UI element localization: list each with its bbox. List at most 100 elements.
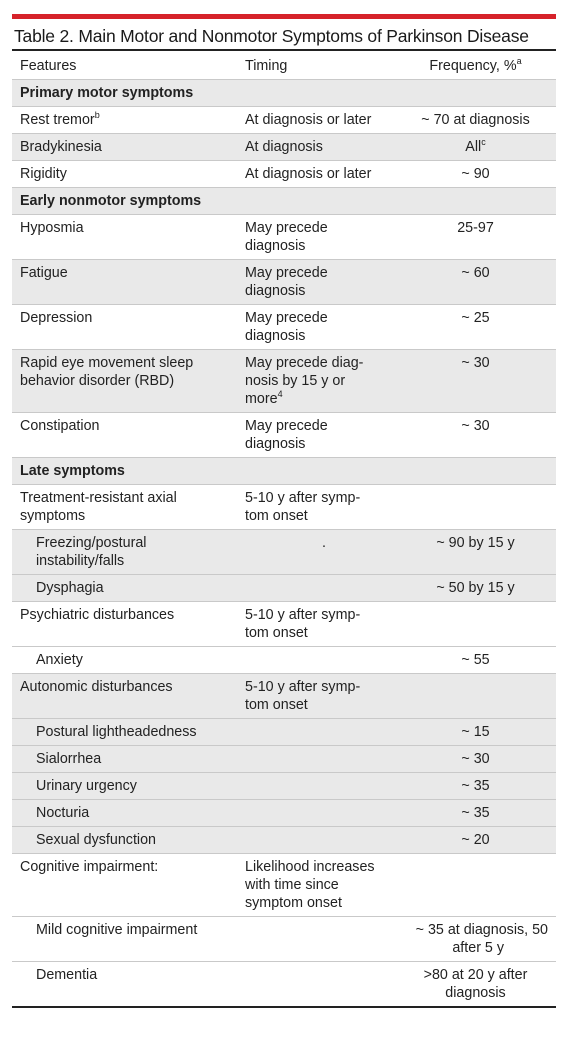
table-row: Rest tremorb At diagnosis or later ~ 70 … bbox=[12, 107, 556, 134]
frequency-cell: ~ 90 bbox=[461, 166, 490, 182]
frequency-cell bbox=[403, 606, 548, 642]
timing-cell: May precede diagnosis bbox=[245, 265, 328, 299]
timing-cell: 5-10 y after symp-tom onset bbox=[245, 607, 361, 641]
table-row: Cognitive impairment: Likelihood increas… bbox=[12, 854, 556, 917]
feature-cell: Rapid eye movement sleep behavior disorde… bbox=[20, 355, 194, 389]
timing-cell bbox=[245, 777, 403, 795]
feature-cell: Dysphagia bbox=[36, 580, 104, 596]
timing-cell: 5-10 y after symp-tom onset bbox=[245, 679, 361, 713]
table-row: Sexual dysfunction ~ 20 bbox=[12, 827, 556, 854]
table-row: Postural lightheadedness ~ 15 bbox=[12, 719, 556, 746]
frequency-cell: >80 at 20 y after diagnosis bbox=[423, 967, 528, 1001]
feature-cell: Sialorrhea bbox=[36, 751, 102, 767]
table-row: Fatigue May precede diagnosis ~ 60 bbox=[12, 260, 556, 305]
feature-cell: Constipation bbox=[20, 418, 100, 434]
table-row: Hyposmia May precede diagnosis 25-97 bbox=[12, 215, 556, 260]
timing-cell bbox=[245, 723, 403, 741]
feature-cell: Rigidity bbox=[20, 166, 67, 182]
feature-cell: Postural lightheadedness bbox=[36, 724, 197, 740]
frequency-cell: Allc bbox=[465, 137, 486, 155]
table-row: Rapid eye movement sleep behavior disorde… bbox=[12, 350, 556, 413]
frequency-cell: ~ 35 bbox=[461, 778, 490, 794]
frequency-cell: ~ 55 bbox=[461, 652, 490, 668]
frequency-cell: ~ 60 bbox=[461, 265, 490, 281]
table-row: Urinary urgency ~ 35 bbox=[12, 773, 556, 800]
table-row: Treatment-resistant axial symptoms 5-10 y… bbox=[12, 485, 556, 530]
timing-cell bbox=[245, 831, 403, 849]
frequency-cell: ~ 50 by 15 y bbox=[436, 580, 515, 596]
timing-cell: At diagnosis or later bbox=[245, 166, 372, 182]
header-frequency: Frequency, %a bbox=[429, 56, 522, 74]
table-title: Table 2. Main Motor and Nonmotor Symptom… bbox=[14, 26, 529, 46]
section-label: Late symptoms bbox=[20, 463, 125, 479]
feature-cell: Autonomic disturbances bbox=[20, 679, 173, 695]
frequency-cell: 25-97 bbox=[457, 220, 494, 236]
timing-cell: May precede diagnosis bbox=[245, 418, 328, 452]
feature-cell: Freezing/postural instability/falls bbox=[36, 535, 147, 569]
table-row: Dementia >80 at 20 y after diagnosis bbox=[12, 962, 556, 1008]
feature-cell: Sexual dysfunction bbox=[36, 832, 157, 848]
frequency-cell: ~ 20 bbox=[461, 832, 490, 848]
section-row: Late symptoms bbox=[12, 458, 556, 485]
frequency-cell: ~ 90 by 15 y bbox=[436, 535, 515, 551]
feature-cell: Rest tremorb bbox=[20, 110, 100, 128]
accent-bar bbox=[12, 14, 556, 19]
timing-cell: Likelihood increases with time since sympt… bbox=[245, 859, 375, 911]
frequency-cell bbox=[403, 489, 548, 525]
table-figure: Table 2. Main Motor and Nonmotor Symptom… bbox=[12, 14, 556, 1008]
table-row: Bradykinesia At diagnosis Allc bbox=[12, 134, 556, 161]
feature-cell: Anxiety bbox=[36, 652, 83, 668]
table-row: Rigidity At diagnosis or later ~ 90 bbox=[12, 161, 556, 188]
timing-cell: 5-10 y after symp-tom onset bbox=[245, 490, 361, 524]
timing-cell bbox=[245, 579, 403, 597]
timing-cell bbox=[245, 651, 403, 669]
timing-cell: May precede diag-nosis by 15 y or more4 bbox=[245, 355, 364, 407]
feature-cell: Mild cognitive impairment bbox=[36, 922, 198, 938]
table-row: Mild cognitive impairment ~ 35 at diagno… bbox=[12, 917, 556, 962]
feature-cell: Dementia bbox=[36, 967, 98, 983]
header-features: Features bbox=[20, 58, 77, 74]
frequency-cell: ~ 35 at diagnosis, 50 after 5 y bbox=[415, 922, 548, 956]
feature-cell: Bradykinesia bbox=[20, 139, 102, 155]
frequency-cell: ~ 30 bbox=[461, 355, 490, 371]
timing-cell: . bbox=[322, 535, 326, 551]
table-row: Sialorrhea ~ 30 bbox=[12, 746, 556, 773]
table-row: Freezing/postural instability/falls . ~ 9… bbox=[12, 530, 556, 575]
feature-cell: Psychiatric disturbances bbox=[20, 607, 175, 623]
table-row: Psychiatric disturbances 5-10 y after sy… bbox=[12, 602, 556, 647]
feature-cell: Cognitive impairment: bbox=[20, 859, 159, 875]
table-row: Autonomic disturbances 5-10 y after symp… bbox=[12, 674, 556, 719]
feature-cell: Hyposmia bbox=[20, 220, 84, 236]
table-header-row: Features Timing Frequency, %a bbox=[12, 49, 556, 80]
timing-cell bbox=[245, 804, 403, 822]
section-label: Primary motor symptoms bbox=[20, 85, 194, 101]
frequency-cell bbox=[403, 678, 548, 714]
table-row: Nocturia ~ 35 bbox=[12, 800, 556, 827]
section-row: Primary motor symptoms bbox=[12, 80, 556, 107]
timing-cell bbox=[245, 921, 403, 957]
feature-cell: Urinary urgency bbox=[36, 778, 137, 794]
section-label: Early nonmotor symptoms bbox=[20, 193, 202, 209]
feature-cell: Fatigue bbox=[20, 265, 68, 281]
timing-cell: May precede diagnosis bbox=[245, 310, 328, 344]
table-row: Constipation May precede diagnosis ~ 30 bbox=[12, 413, 556, 458]
frequency-cell: ~ 70 at diagnosis bbox=[421, 112, 530, 128]
table-row: Depression May precede diagnosis ~ 25 bbox=[12, 305, 556, 350]
table-row: Anxiety ~ 55 bbox=[12, 647, 556, 674]
header-timing: Timing bbox=[245, 58, 288, 74]
symptoms-table: Features Timing Frequency, %a Primary mo… bbox=[12, 49, 556, 1008]
timing-cell: At diagnosis or later bbox=[245, 112, 372, 128]
frequency-cell bbox=[403, 858, 548, 912]
frequency-cell: ~ 35 bbox=[461, 805, 490, 821]
timing-cell bbox=[245, 750, 403, 768]
feature-cell: Nocturia bbox=[36, 805, 90, 821]
frequency-cell: ~ 30 bbox=[461, 751, 490, 767]
feature-cell: Depression bbox=[20, 310, 93, 326]
timing-cell: May precede diagnosis bbox=[245, 220, 328, 254]
timing-cell bbox=[245, 966, 403, 1002]
frequency-cell: ~ 30 bbox=[461, 418, 490, 434]
frequency-cell: ~ 15 bbox=[461, 724, 490, 740]
table-row: Dysphagia ~ 50 by 15 y bbox=[12, 575, 556, 602]
section-row: Early nonmotor symptoms bbox=[12, 188, 556, 215]
timing-cell: At diagnosis bbox=[245, 139, 323, 155]
